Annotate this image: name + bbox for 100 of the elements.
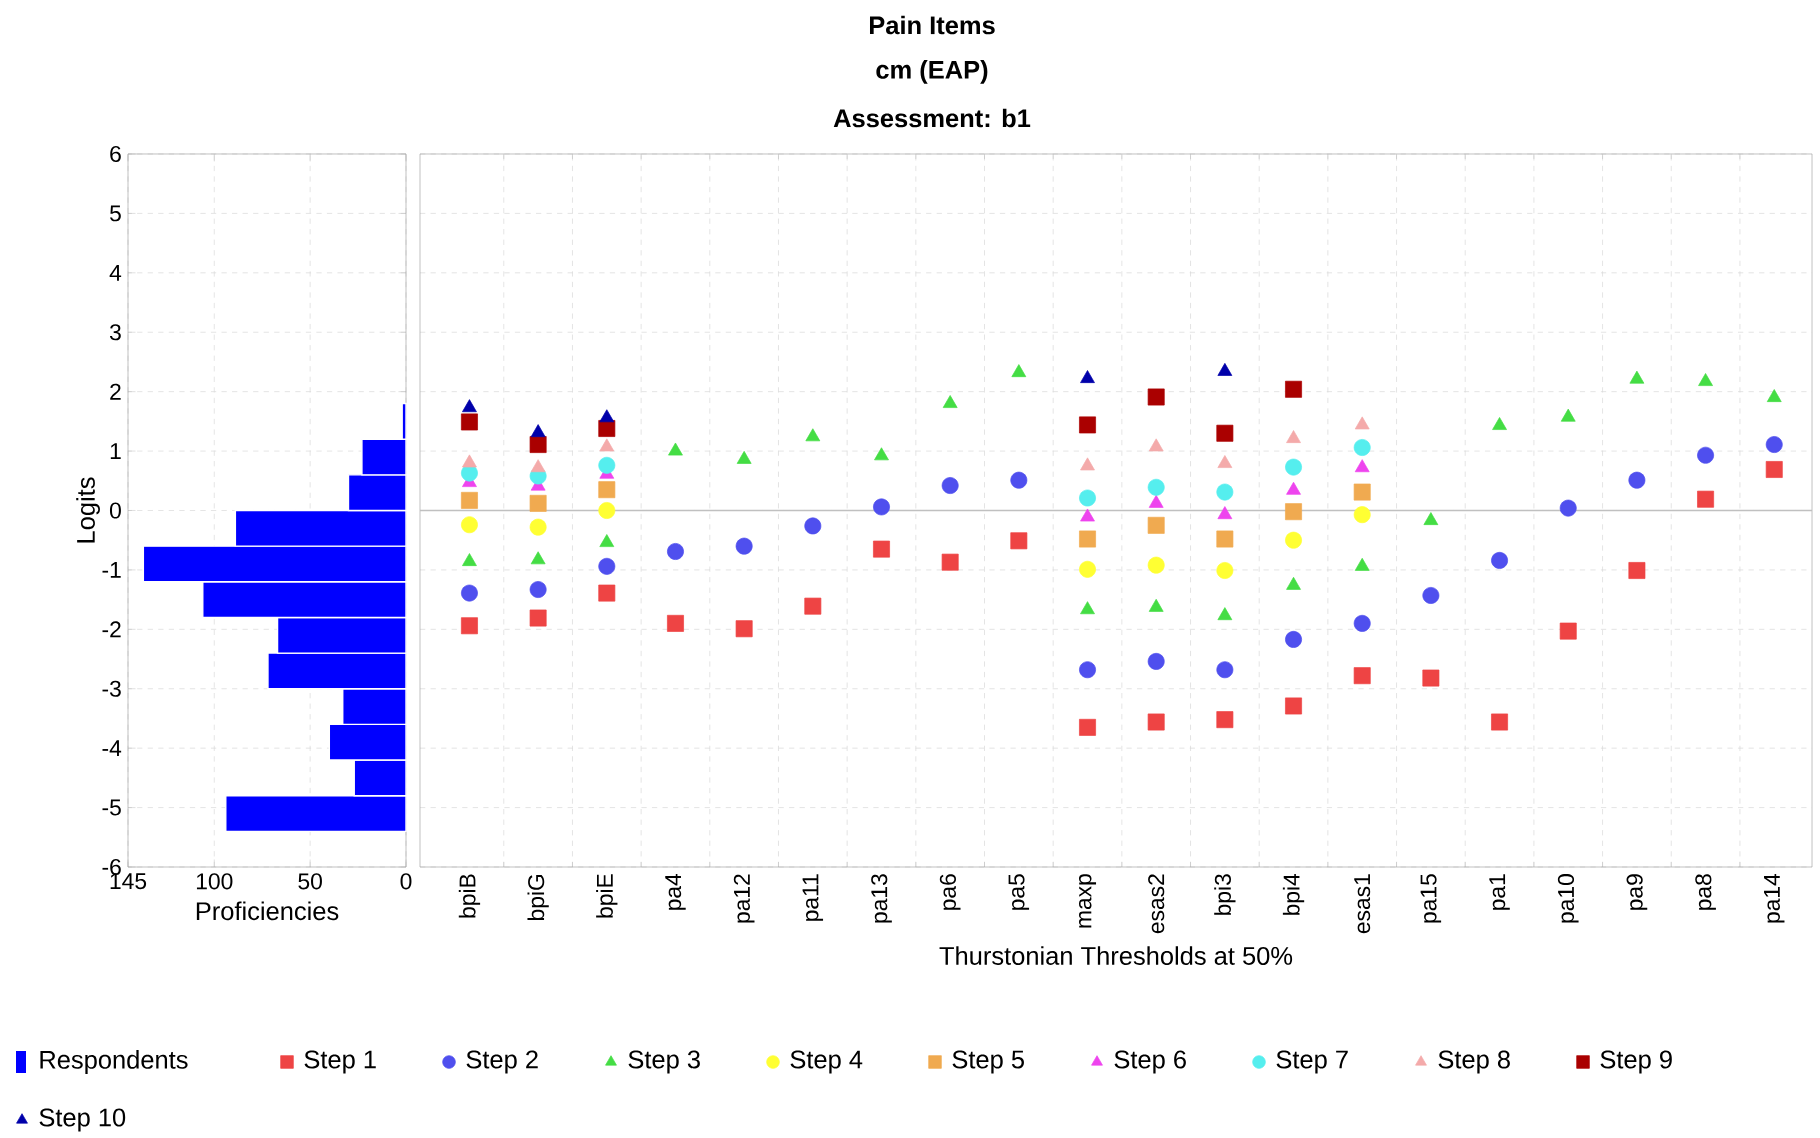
legend-label: Step 2 [466, 1050, 538, 1074]
point [1147, 388, 1165, 406]
legend-label: Step 7 [1276, 1050, 1348, 1074]
legend-label: Step 1 [304, 1050, 376, 1074]
chart-title: Pain Items [869, 15, 995, 35]
point [461, 584, 478, 602]
x-tick-label: pa10 [1557, 874, 1579, 923]
point [1079, 718, 1096, 736]
point [1216, 530, 1234, 548]
legend-label: Step 5 [952, 1050, 1024, 1074]
point [1422, 669, 1440, 687]
point [1285, 380, 1302, 398]
point [1147, 556, 1165, 574]
point [941, 553, 959, 571]
point [461, 617, 478, 635]
x-tick-label: bpi4 [1282, 873, 1305, 915]
point [1217, 506, 1233, 520]
point [1217, 607, 1233, 621]
x-tick-label: bpiB [458, 874, 481, 918]
x-tick-label: pa4 [665, 873, 686, 910]
x-tick-label: pa12 [733, 874, 755, 923]
point [1079, 489, 1096, 507]
point [1491, 713, 1508, 731]
point [1353, 506, 1371, 524]
y-tick-label: -1 [102, 562, 121, 578]
point [1080, 508, 1095, 522]
x-tick-label: bpi3 [1214, 874, 1236, 915]
x-tick-label: esas1 [1354, 874, 1371, 934]
point [598, 456, 616, 474]
point [462, 553, 477, 566]
legend-label: Step 9 [1600, 1050, 1672, 1074]
point [1491, 551, 1508, 569]
point [668, 442, 683, 456]
y-tick-label: 2 [110, 383, 121, 400]
y-tick-label: 1 [110, 443, 121, 459]
point [735, 620, 753, 638]
point [530, 424, 546, 438]
point [1560, 408, 1576, 422]
point [1148, 438, 1164, 452]
point [1079, 661, 1096, 679]
point [1285, 531, 1302, 549]
point [667, 614, 684, 632]
point [461, 516, 478, 534]
point [1559, 499, 1577, 517]
point [1285, 458, 1302, 476]
point [462, 399, 477, 413]
point [1285, 697, 1302, 715]
point [1080, 457, 1095, 471]
point [1354, 416, 1370, 430]
point [461, 491, 478, 509]
point [461, 413, 478, 431]
point [530, 551, 546, 565]
legend-label: Step 3 [628, 1050, 700, 1074]
x-tick-label: pa11 [802, 874, 824, 921]
point [1010, 471, 1028, 489]
point [1079, 416, 1096, 434]
point [1080, 370, 1095, 383]
point [1217, 363, 1233, 376]
x-tick-label: pa9 [1626, 874, 1648, 910]
point [941, 477, 959, 494]
point [1492, 417, 1507, 430]
point [1353, 483, 1371, 501]
y-axis-title: Logits [76, 477, 100, 543]
point [1216, 424, 1234, 442]
point [1698, 373, 1713, 386]
y-tick-label: -4 [102, 740, 122, 757]
point [1697, 490, 1714, 508]
point [1286, 576, 1301, 590]
point [1765, 436, 1783, 453]
point [735, 537, 753, 555]
point [1286, 430, 1301, 443]
point [598, 557, 616, 575]
point [1765, 461, 1783, 478]
point [530, 459, 546, 473]
point [1766, 389, 1782, 402]
point [1628, 562, 1646, 579]
x-tick-label: 0 [400, 873, 412, 890]
x-tick-label: 100 [196, 873, 233, 890]
point [1422, 587, 1440, 604]
y-tick-label: -5 [102, 799, 121, 816]
point [1216, 711, 1234, 729]
point [598, 481, 616, 499]
point [1147, 713, 1165, 731]
point [529, 494, 547, 512]
x-tick-label: 145 [110, 873, 147, 890]
y-tick-label: 5 [110, 205, 121, 222]
point [942, 395, 958, 408]
legend-label: Step 10 [39, 1108, 126, 1132]
point [529, 436, 547, 453]
point [1080, 601, 1095, 615]
point [529, 609, 547, 627]
point [1147, 478, 1165, 496]
x-tick-label: esas2 [1148, 874, 1165, 934]
point [1423, 512, 1439, 525]
legend-label: Respondents [40, 1050, 188, 1074]
point [1079, 560, 1096, 578]
point [873, 540, 890, 558]
point [1353, 439, 1371, 456]
point [804, 597, 822, 615]
x-tick-label: bpiG [527, 874, 549, 920]
